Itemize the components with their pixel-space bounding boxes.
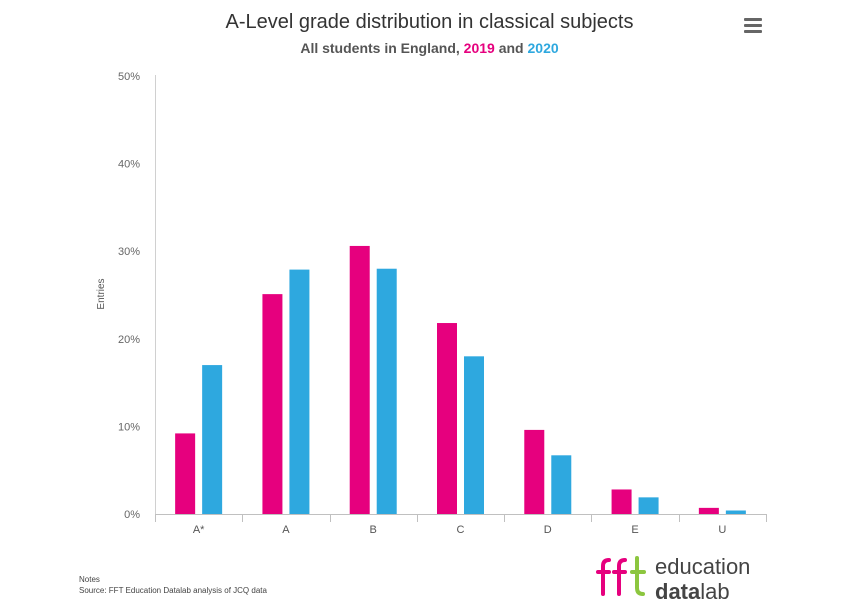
hamburger-menu-icon[interactable] (744, 18, 762, 34)
y-axis-label: Entries (96, 278, 107, 309)
bar-2019-C[interactable] (437, 323, 457, 514)
x-tick-label: A (282, 524, 290, 536)
subtitle-year-2020: 2020 (527, 40, 559, 56)
x-tick-label: C (457, 524, 465, 536)
chart-notes: Notes Source: FFT Education Datalab anal… (79, 574, 267, 596)
x-axis-ticks (155, 514, 767, 522)
bar-2019-A[interactable] (262, 294, 283, 514)
x-tick-label: E (631, 524, 638, 536)
bar-2020-A*[interactable] (202, 365, 223, 514)
y-tick-label: 10% (118, 421, 140, 433)
y-tick-label: 30% (118, 246, 140, 258)
y-tick-label: 50% (118, 71, 140, 83)
logo-line2: datalab (655, 579, 730, 604)
subtitle-prefix: All students in England, (300, 40, 464, 56)
bar-2019-E[interactable] (611, 489, 632, 514)
y-tick-label: 20% (118, 334, 140, 346)
source-text: Source: FFT Education Datalab analysis o… (79, 586, 267, 595)
bar-2020-B[interactable] (376, 268, 397, 514)
x-axis-tick-labels: A* A B C D E U (193, 524, 727, 536)
bar-2020-A[interactable] (289, 269, 310, 514)
subtitle-year-2019: 2019 (463, 40, 495, 56)
bar-2019-U[interactable] (698, 507, 719, 514)
bar-2020-U[interactable] (725, 510, 746, 514)
chart-title: A-Level grade distribution in classical … (225, 11, 634, 33)
logo-line2-bold: data (655, 579, 701, 604)
x-tick-label: D (544, 524, 552, 536)
y-tick-label: 0% (124, 509, 140, 521)
x-tick-label: B (370, 524, 377, 536)
fft-education-datalab-logo: education datalab (596, 554, 750, 604)
chart-subtitle: All students in England, 2019 and 2020 (0, 40, 859, 56)
bar-2020-C[interactable] (464, 356, 484, 514)
bars (175, 245, 746, 514)
bar-2019-A*[interactable] (175, 433, 196, 514)
y-tick-label: 40% (118, 159, 140, 171)
notes-label: Notes (79, 575, 100, 584)
logo-line2-light: lab (700, 579, 729, 604)
fft-logo-mark (596, 556, 646, 596)
bar-2019-B[interactable] (349, 245, 370, 514)
bar-2020-D[interactable] (551, 455, 572, 514)
x-tick-label: A* (193, 524, 205, 536)
logo-line1: education (655, 554, 750, 579)
x-tick-label: U (718, 524, 726, 536)
y-axis-tick-labels: 0% 10% 20% 30% 40% 50% (118, 71, 140, 521)
bar-2019-D[interactable] (524, 429, 545, 514)
bar-2020-E[interactable] (638, 497, 659, 514)
subtitle-and: and (494, 40, 528, 56)
